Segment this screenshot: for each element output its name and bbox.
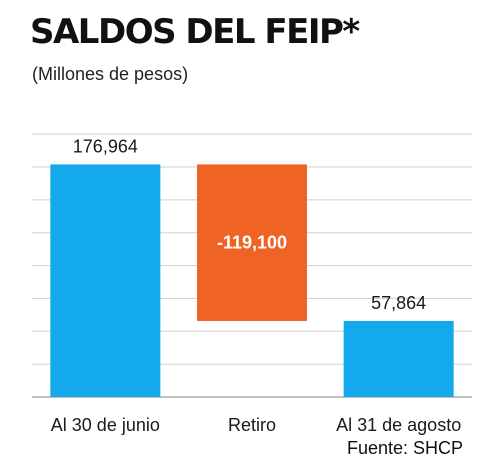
data-label-2: -119,100	[217, 233, 287, 253]
chart-subtitle: (Millones de pesos)	[32, 64, 189, 84]
x-tick-label-2: Retiro	[228, 415, 276, 435]
source-note: Fuente: SHCP	[347, 438, 464, 458]
x-tick-label-1: Al 30 de junio	[51, 415, 160, 435]
x-tick-label-3: Al 31 de agosto	[336, 415, 461, 435]
data-label-1: 176,964	[73, 136, 138, 156]
data-label-3: 57,864	[371, 293, 426, 313]
chart-title: SALDOS DEL FEIP*	[30, 12, 360, 52]
bar-3	[343, 320, 454, 397]
bar-2	[197, 164, 307, 321]
bar-1	[50, 164, 161, 397]
